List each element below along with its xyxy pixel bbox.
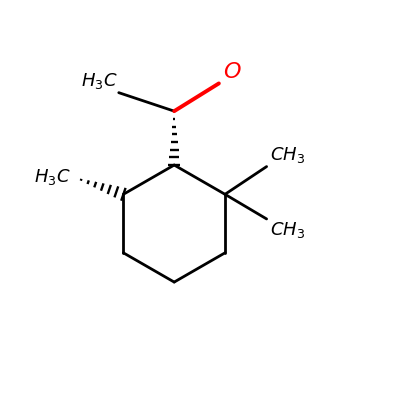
Text: $H_3C$: $H_3C$ xyxy=(34,167,71,187)
Text: $CH_3$: $CH_3$ xyxy=(270,220,305,240)
Text: $O$: $O$ xyxy=(222,62,241,82)
Text: $CH_3$: $CH_3$ xyxy=(270,145,305,165)
Text: $H_3C$: $H_3C$ xyxy=(81,71,117,91)
